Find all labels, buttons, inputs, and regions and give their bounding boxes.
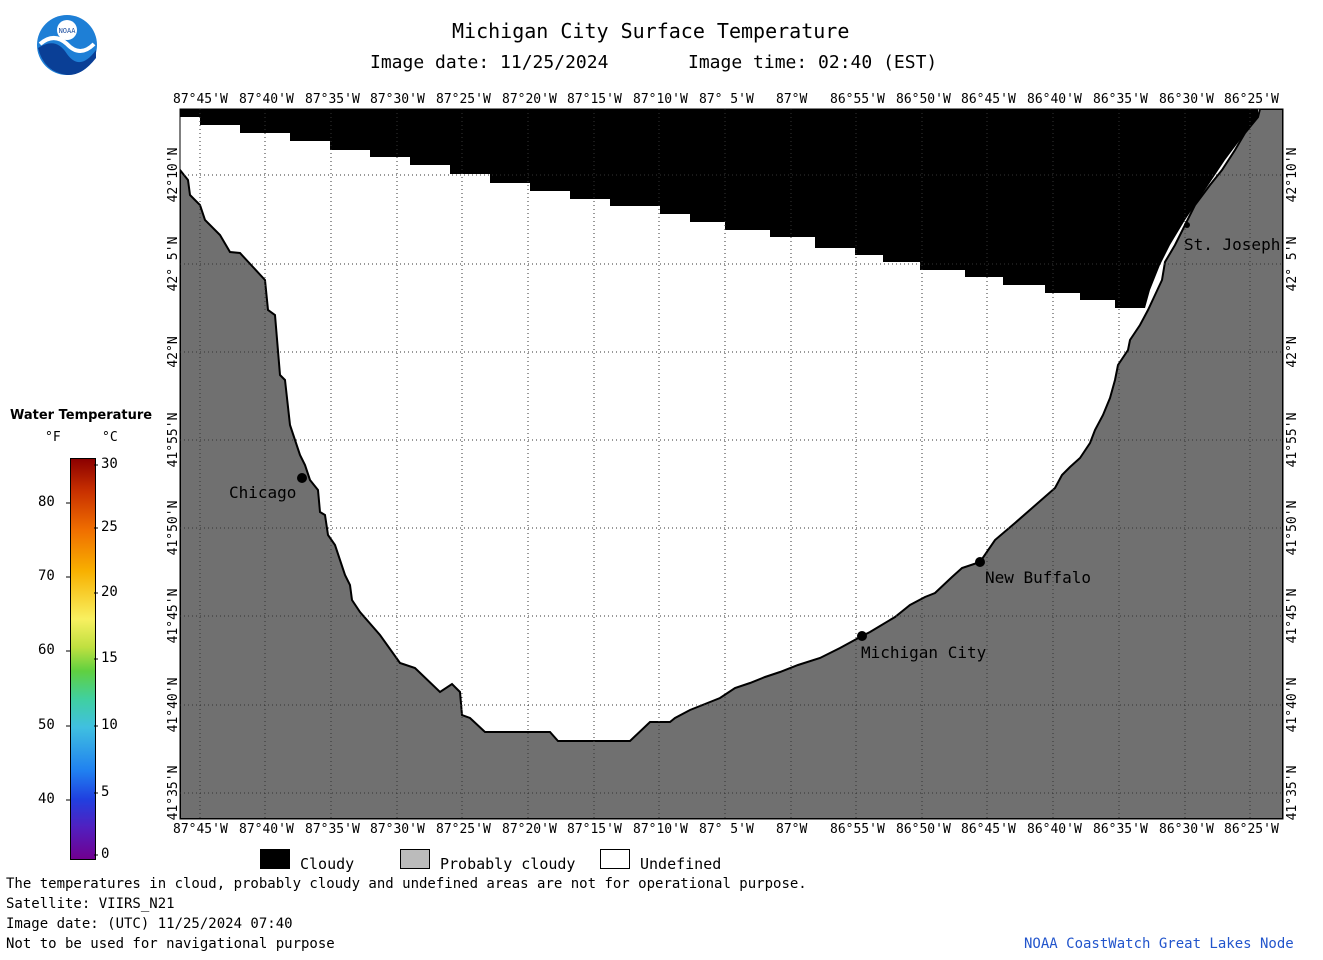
lat-label-left: 41°35'N <box>166 766 181 821</box>
lat-label-left: 42°N <box>166 336 181 367</box>
st-joseph-marker <box>1184 222 1190 228</box>
city-label-chicago: Chicago <box>229 483 297 502</box>
map-title: Michigan City Surface Temperature <box>452 19 850 43</box>
lon-label: 87°30'W <box>370 92 425 107</box>
lat-label-left: 41°50'N <box>166 501 181 556</box>
lon-label: 87°20'W <box>502 822 557 837</box>
lon-label: 86°30'W <box>1159 92 1214 107</box>
lat-label-right: 41°50'N <box>1285 501 1300 556</box>
lon-label: 86°55'W <box>830 822 885 837</box>
city-label-st-joseph: St. Joseph <box>1184 235 1281 254</box>
colorbar-c-tick: 5 <box>101 784 110 800</box>
lon-label: 87°15'W <box>567 92 622 107</box>
lon-label: 87°30'W <box>370 822 425 837</box>
lon-label: 86°40'W <box>1027 92 1082 107</box>
lon-label: 87°35'W <box>305 822 360 837</box>
city-label-new-buffalo: New Buffalo <box>985 568 1091 587</box>
lon-label: 87°15'W <box>567 822 622 837</box>
colorbar-c-tick: 30 <box>101 456 118 472</box>
lon-label: 86°45'W <box>961 92 1016 107</box>
lon-label: 86°30'W <box>1159 822 1214 837</box>
colorbar-ticks <box>66 464 98 856</box>
legend-label-probably-cloudy: Probably cloudy <box>440 855 576 873</box>
lon-label: 86°50'W <box>896 822 951 837</box>
colorbar-f-tick: 70 <box>38 568 55 584</box>
lon-label: 86°55'W <box>830 92 885 107</box>
lon-label: 87°45'W <box>173 92 228 107</box>
lon-label: 87° 5'W <box>699 822 754 837</box>
lat-label-left: 41°40'N <box>166 678 181 733</box>
legend-swatch-undefined <box>600 849 630 869</box>
colorbar-f-tick: 50 <box>38 717 55 733</box>
lon-label: 86°25'W <box>1224 92 1279 107</box>
colorbar-unit-f: °F <box>45 430 61 445</box>
colorbar-c-tick: 25 <box>101 519 118 535</box>
lat-label-right: 41°35'N <box>1285 766 1300 821</box>
colorbar-c-tick: 0 <box>101 846 110 862</box>
legend-swatch-cloudy <box>260 849 290 869</box>
lon-label: 86°40'W <box>1027 822 1082 837</box>
lat-label-left: 41°55'N <box>166 413 181 468</box>
lon-label: 87°25'W <box>436 822 491 837</box>
colorbar-f-tick: 80 <box>38 494 55 510</box>
lat-label-right: 42°N <box>1285 336 1300 367</box>
lat-label-right: 41°55'N <box>1285 413 1300 468</box>
lat-label-right: 42°10'N <box>1285 148 1300 203</box>
cloud-area <box>180 109 1258 308</box>
lon-label: 86°35'W <box>1093 822 1148 837</box>
lon-label: 86°50'W <box>896 92 951 107</box>
lon-label: 87°20'W <box>502 92 557 107</box>
lon-label: 87°35'W <box>305 92 360 107</box>
colorbar-unit-c: °C <box>102 430 118 445</box>
legend-swatch-probably-cloudy <box>400 849 430 869</box>
colorbar <box>70 458 96 860</box>
colorbar-c-tick: 10 <box>101 717 118 733</box>
lat-label-right: 41°45'N <box>1285 589 1300 644</box>
lat-label-left: 42° 5'N <box>166 237 181 292</box>
lat-label-left: 42°10'N <box>166 148 181 203</box>
lon-label: 87°40'W <box>239 92 294 107</box>
colorbar-f-tick: 40 <box>38 791 55 807</box>
colorbar-c-tick: 15 <box>101 650 118 666</box>
noaa-logo-text: NOAA <box>59 27 77 35</box>
lon-label: 87° 5'W <box>699 92 754 107</box>
image-time: Image time: 02:40 (EST) <box>688 52 938 73</box>
land-west <box>180 109 1283 819</box>
new-buffalo-marker <box>975 557 985 567</box>
footer-credit: NOAA CoastWatch Great Lakes Node <box>1024 936 1294 952</box>
lon-label: 86°35'W <box>1093 92 1148 107</box>
lon-label: 87°25'W <box>436 92 491 107</box>
lon-label: 86°45'W <box>961 822 1016 837</box>
city-label-michigan-city: Michigan City <box>861 643 987 662</box>
lon-label: 87°45'W <box>173 822 228 837</box>
lon-label: 87°W <box>776 92 808 107</box>
colorbar-f-tick: 60 <box>38 642 55 658</box>
lat-label-right: 41°40'N <box>1285 678 1300 733</box>
footer-utc-date: Image date: (UTC) 11/25/2024 07:40 <box>6 916 293 932</box>
footer-nav-warning: Not to be used for navigational purpose <box>6 936 335 952</box>
lon-label: 87°W <box>776 822 808 837</box>
legend-label-cloudy: Cloudy <box>300 855 355 873</box>
footer-satellite: Satellite: VIIRS_N21 <box>6 896 175 912</box>
footer-disclaimer: The temperatures in cloud, probably clou… <box>6 876 807 892</box>
michigan-city-marker <box>857 631 867 641</box>
lon-label: 86°25'W <box>1224 822 1279 837</box>
colorbar-c-tick: 20 <box>101 584 118 600</box>
lon-label: 87°10'W <box>633 92 688 107</box>
chicago-marker <box>297 473 307 483</box>
image-date: Image date: 11/25/2024 <box>370 52 609 73</box>
map-frame <box>179 108 1284 820</box>
noaa-logo: NOAA <box>37 15 97 76</box>
legend-label-undefined: Undefined <box>640 855 722 873</box>
lat-label-right: 42° 5'N <box>1285 237 1300 292</box>
lat-label-left: 41°45'N <box>166 589 181 644</box>
colorbar-title: Water Temperature <box>10 408 153 423</box>
lon-label: 87°40'W <box>239 822 294 837</box>
lon-label: 87°10'W <box>633 822 688 837</box>
